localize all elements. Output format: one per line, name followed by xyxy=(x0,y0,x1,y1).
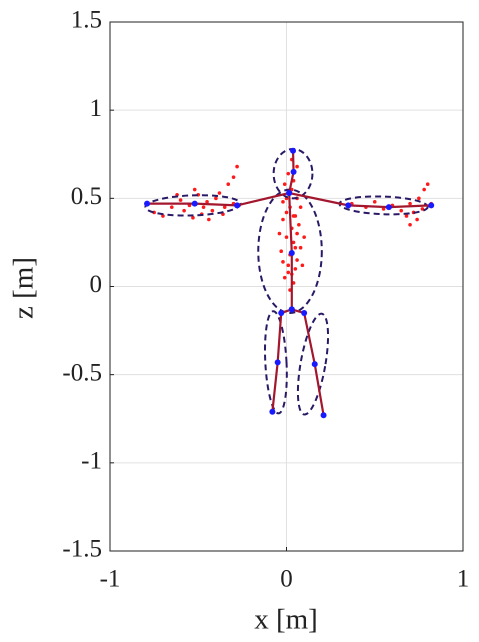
point xyxy=(214,196,218,201)
point xyxy=(201,205,206,209)
point xyxy=(279,249,284,254)
point xyxy=(417,196,421,201)
point xyxy=(291,240,296,245)
joint xyxy=(278,309,285,316)
joint xyxy=(269,408,276,415)
point xyxy=(302,235,306,239)
point xyxy=(286,171,291,176)
point xyxy=(207,217,211,222)
joint xyxy=(320,412,327,419)
point xyxy=(291,214,296,218)
point xyxy=(298,205,303,209)
y-tick-label: -0.5 xyxy=(62,359,102,386)
joint xyxy=(191,200,198,207)
point xyxy=(277,231,282,236)
point xyxy=(286,270,291,275)
y-tick-label: -1 xyxy=(81,448,102,475)
point xyxy=(295,231,299,236)
point xyxy=(282,275,287,280)
joint xyxy=(385,204,392,211)
joint xyxy=(234,202,241,209)
point xyxy=(284,210,289,215)
point xyxy=(297,222,301,227)
joint xyxy=(288,306,295,313)
point xyxy=(169,205,174,209)
y-tick-label: 1.5 xyxy=(71,7,102,34)
point xyxy=(298,245,303,250)
ellipse xyxy=(296,312,330,416)
point xyxy=(281,200,285,204)
point xyxy=(182,208,186,213)
point xyxy=(281,217,285,222)
point xyxy=(210,208,215,213)
joint xyxy=(290,147,297,154)
x-tick-label: 0 xyxy=(280,566,293,593)
point xyxy=(408,201,412,206)
point xyxy=(408,222,412,227)
point xyxy=(191,215,195,220)
plot-frame xyxy=(109,21,464,552)
point xyxy=(293,245,298,250)
joint xyxy=(345,202,352,209)
point xyxy=(300,263,305,268)
joint xyxy=(311,361,318,368)
point xyxy=(281,260,285,264)
point xyxy=(222,205,227,209)
joint xyxy=(144,200,151,207)
x-tick-label: 1 xyxy=(457,566,470,593)
y-tick-label: 1 xyxy=(90,95,103,122)
joint xyxy=(274,359,281,366)
point xyxy=(293,267,298,271)
ellipse xyxy=(264,310,288,415)
point xyxy=(404,214,409,218)
point xyxy=(286,263,291,268)
point xyxy=(415,217,419,222)
joint xyxy=(290,168,297,175)
x-axis-label: x [m] xyxy=(254,604,318,636)
point xyxy=(295,164,299,169)
point xyxy=(217,191,222,195)
point xyxy=(231,175,236,179)
y-tick-label: 0 xyxy=(90,271,103,298)
point xyxy=(422,187,426,192)
joint xyxy=(428,202,435,209)
point xyxy=(226,182,231,187)
point xyxy=(372,200,377,204)
point xyxy=(284,235,289,239)
point xyxy=(235,164,239,169)
joint xyxy=(301,309,308,316)
point xyxy=(178,198,183,202)
joint xyxy=(286,190,293,197)
point xyxy=(192,187,197,192)
point xyxy=(425,182,430,187)
point xyxy=(282,182,287,187)
y-axis-label: z [m] xyxy=(8,257,40,319)
point xyxy=(205,200,209,204)
joint xyxy=(288,249,295,256)
y-tick-label: 0.5 xyxy=(71,183,102,210)
point xyxy=(399,208,404,213)
y-tick-label: -1.5 xyxy=(62,536,102,563)
point xyxy=(295,258,299,262)
x-tick-label: -1 xyxy=(100,566,121,593)
